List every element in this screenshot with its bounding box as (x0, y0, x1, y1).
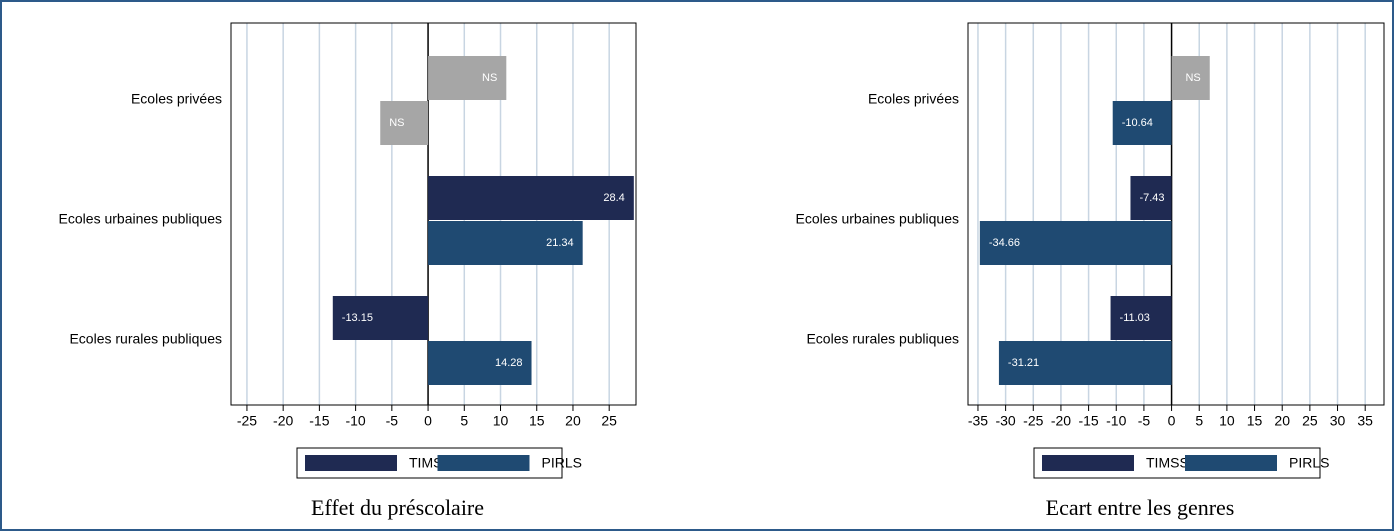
bar (428, 176, 634, 220)
bar (1171, 56, 1210, 100)
value-label: NS (389, 117, 404, 129)
legend-swatch (437, 455, 530, 471)
x-tick-label: 25 (601, 413, 617, 429)
plot-frame (230, 22, 637, 406)
x-tick-label: 0 (424, 413, 432, 429)
value-label: 21.34 (546, 237, 574, 249)
x-tick-label: -5 (1138, 413, 1151, 429)
category-label: Ecoles urbaines publiques (796, 211, 959, 227)
x-tick-label: -15 (1078, 413, 1098, 429)
value-label: 28.4 (603, 192, 624, 204)
bar (428, 56, 507, 100)
legend-swatch (1042, 455, 1134, 471)
bar (979, 221, 1172, 265)
value-label: -7.43 (1139, 192, 1164, 204)
category-label: Ecoles rurales publiques (806, 331, 959, 347)
x-tick-label: 15 (1247, 413, 1263, 429)
x-tick-label: -30 (995, 413, 1015, 429)
value-label: -11.03 (1120, 312, 1150, 324)
x-tick-label: 15 (529, 413, 545, 429)
chart-title: Effet du préscolaire (311, 495, 484, 520)
x-tick-label: 10 (1219, 413, 1235, 429)
bar (1112, 101, 1172, 145)
x-tick-label: 0 (1168, 413, 1176, 429)
value-label: -10.64 (1122, 117, 1153, 129)
legend-swatch (1185, 455, 1277, 471)
bar (1110, 296, 1172, 340)
value-label: 14.28 (495, 357, 523, 369)
chart-title: Ecart entre les genres (1046, 495, 1235, 520)
x-tick-label: -25 (237, 413, 257, 429)
legend-swatch (305, 455, 397, 471)
bar (1130, 176, 1172, 220)
value-label: -31.21 (1008, 357, 1039, 369)
plot-frame (967, 22, 1385, 406)
legend-label: PIRLS (1289, 455, 1329, 471)
x-tick-label: 20 (565, 413, 581, 429)
value-label: -34.66 (989, 237, 1020, 249)
bar (428, 341, 532, 385)
x-tick-label: 25 (1302, 413, 1318, 429)
x-tick-label: 10 (493, 413, 509, 429)
category-label: Ecoles privées (131, 91, 222, 107)
x-tick-label: -5 (386, 413, 399, 429)
legend-label: PIRLS (542, 455, 582, 471)
x-tick-label: -35 (968, 413, 988, 429)
x-tick-label: -10 (1106, 413, 1126, 429)
bar (998, 341, 1172, 385)
x-tick-label: -15 (309, 413, 329, 429)
x-tick-label: 20 (1274, 413, 1290, 429)
category-label: Ecoles privées (868, 91, 959, 107)
x-tick-label: 35 (1357, 413, 1373, 429)
value-label: -13.15 (342, 312, 373, 324)
category-label: Ecoles urbaines publiques (59, 211, 222, 227)
bar (428, 221, 583, 265)
bar (380, 101, 429, 145)
legend-label: TIMSS (1146, 455, 1189, 471)
category-label: Ecoles rurales publiques (69, 331, 222, 347)
x-tick-label: -20 (273, 413, 293, 429)
x-tick-label: -10 (345, 413, 365, 429)
x-tick-label: 5 (460, 413, 468, 429)
x-tick-label: 30 (1330, 413, 1346, 429)
x-tick-label: -20 (1051, 413, 1071, 429)
x-tick-label: -25 (1023, 413, 1043, 429)
x-tick-label: 5 (1195, 413, 1203, 429)
value-label: NS (482, 72, 497, 84)
bar (332, 296, 429, 340)
value-label: NS (1185, 72, 1200, 84)
